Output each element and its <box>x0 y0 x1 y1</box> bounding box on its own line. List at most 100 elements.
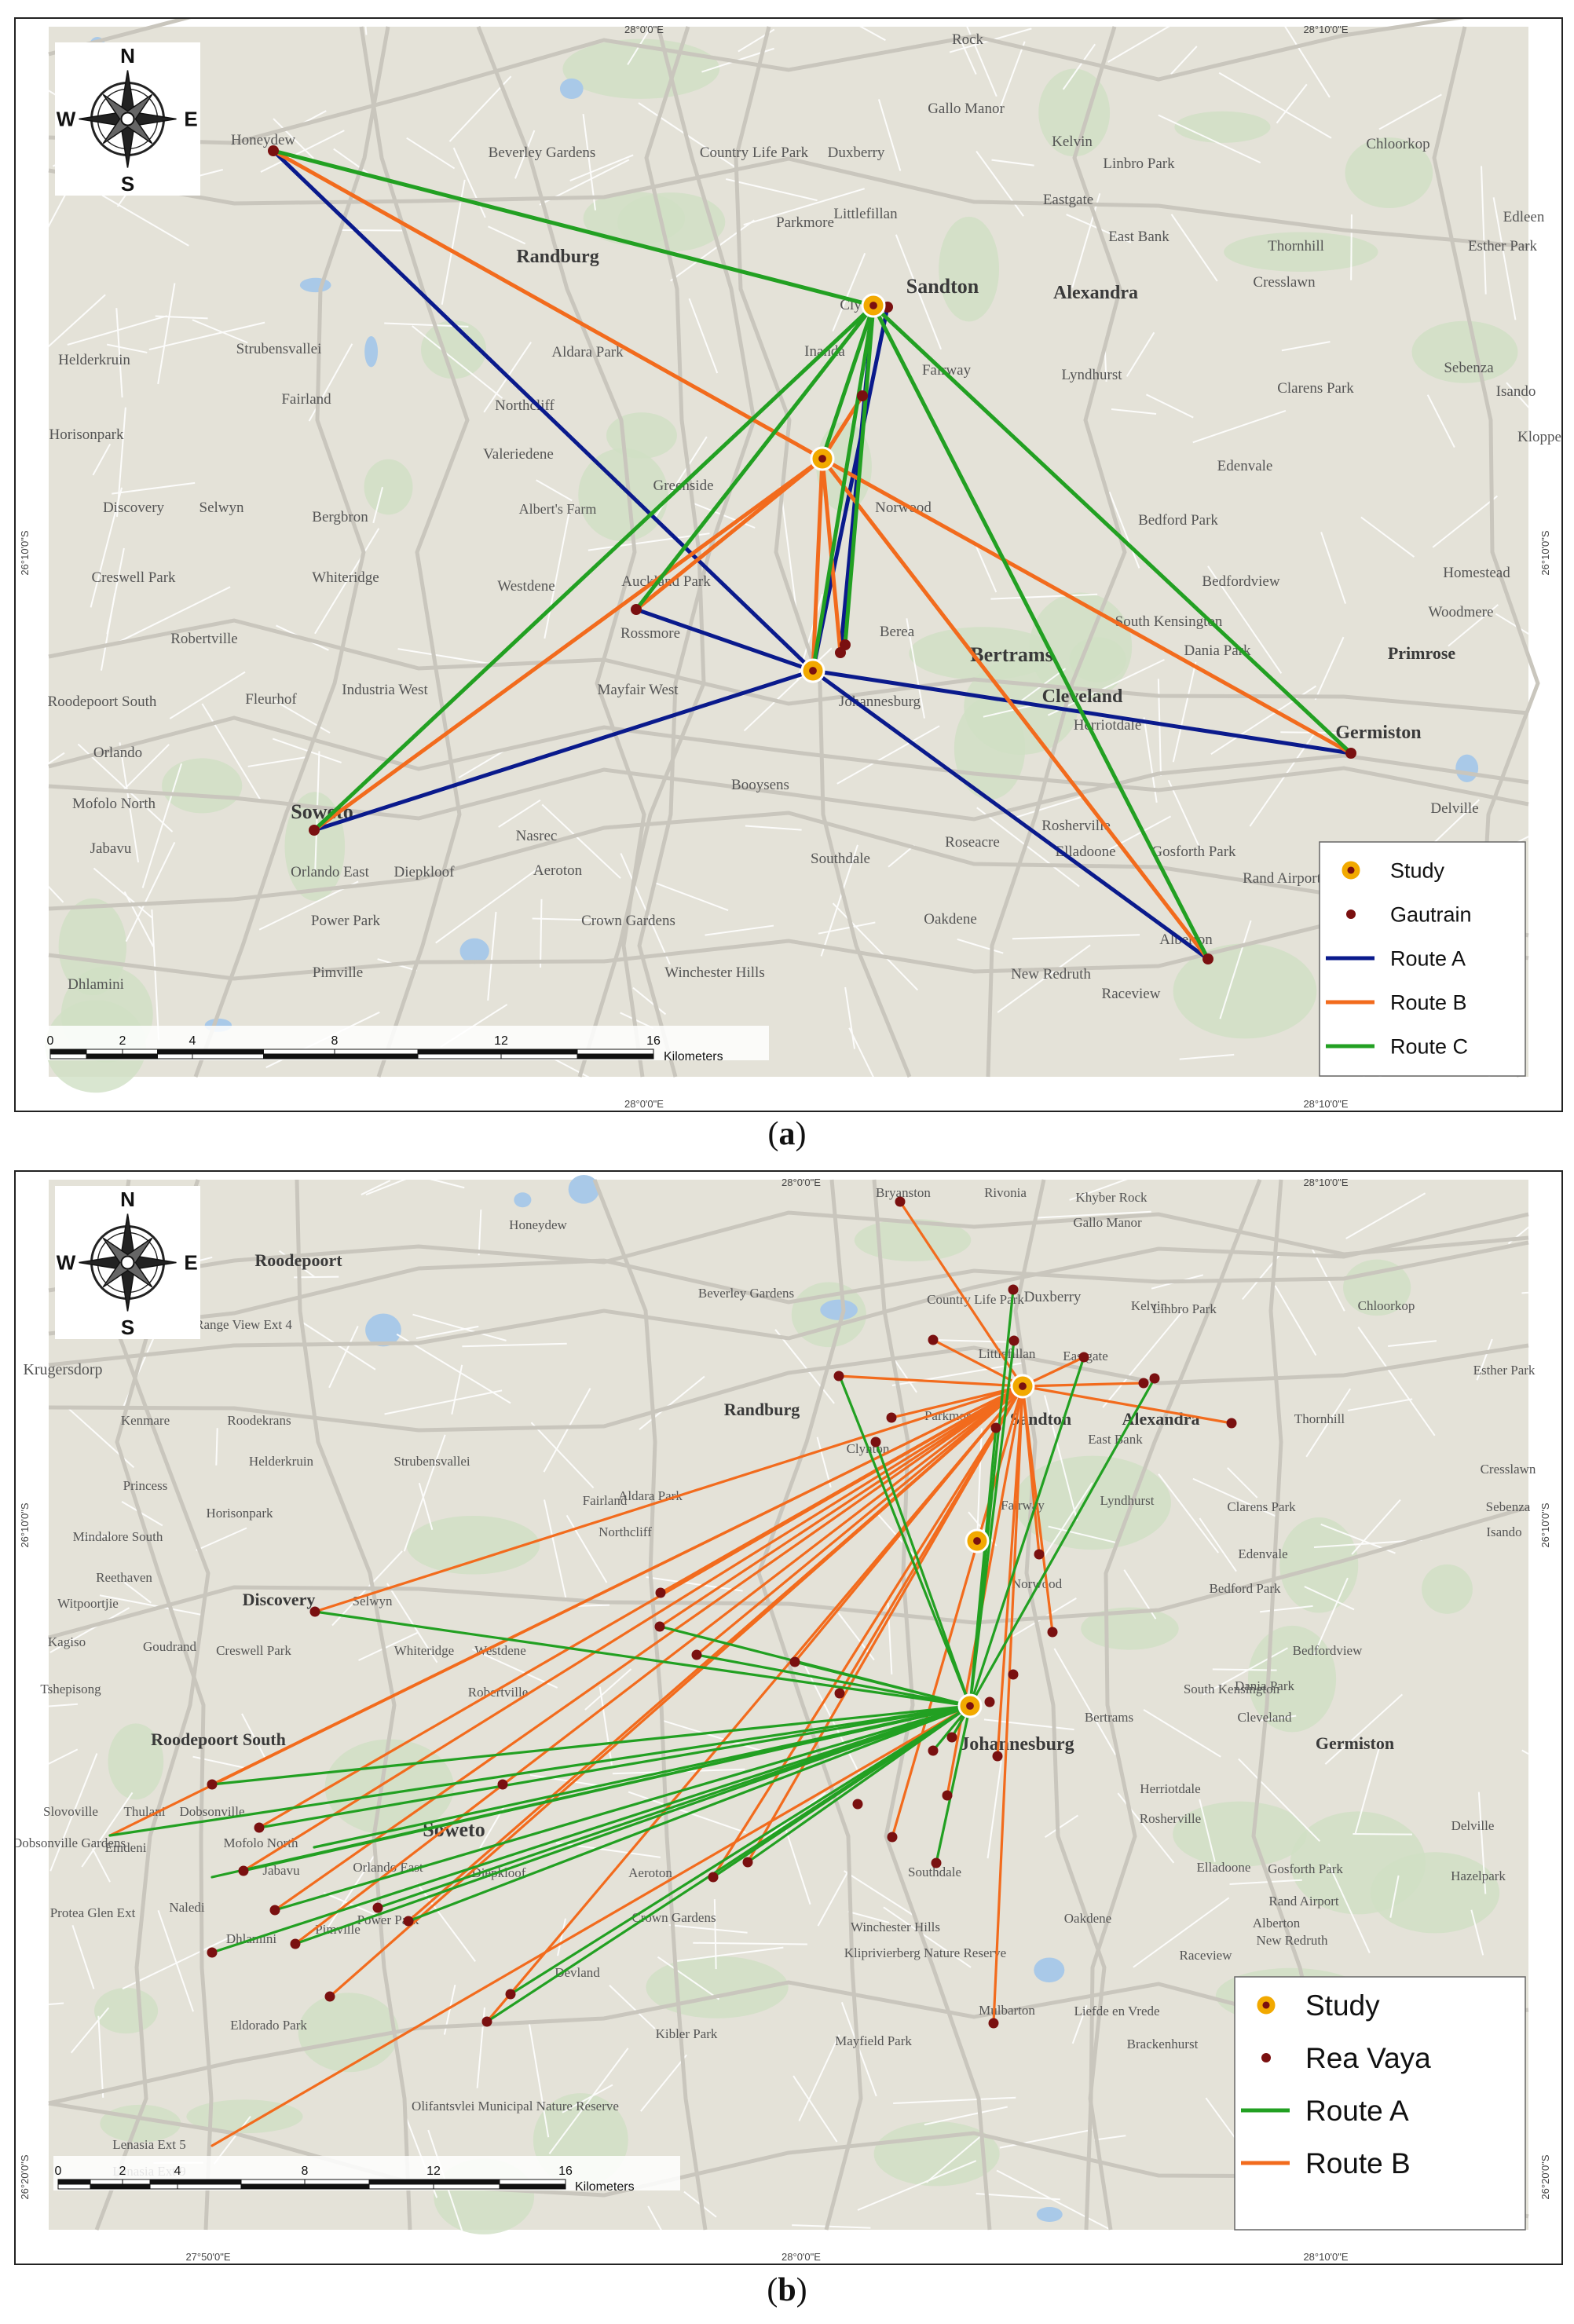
minor-road <box>1062 43 1096 90</box>
rea-vaya-station <box>931 1857 942 1868</box>
place-label: Kelvin <box>1131 1298 1168 1313</box>
gautrain-station <box>268 145 279 156</box>
place-label: Randburg <box>724 1400 800 1419</box>
place-label: Thornhill <box>1294 1411 1345 1426</box>
place-label: Kloppe <box>1517 429 1561 445</box>
scale-segment <box>577 1053 654 1060</box>
minor-road <box>1199 1799 1216 1862</box>
panel-b-coord-label-left_2: 26°20'0"S <box>19 2154 31 2199</box>
place-label: Cleveland <box>1238 1710 1292 1725</box>
place-label: Aeroton <box>628 1865 672 1880</box>
place-label: Rivonia <box>984 1185 1027 1200</box>
minor-road <box>49 1753 98 1872</box>
route-a-segment <box>968 1288 1015 1707</box>
route-segment <box>820 303 876 461</box>
study-marker-center <box>1019 1382 1027 1390</box>
minor-road <box>16 1703 78 1710</box>
minor-road <box>782 1822 811 1905</box>
legend-box <box>1234 1976 1526 2231</box>
rea-vaya-station <box>269 1905 280 1916</box>
place-label: Bedford Park <box>1209 1581 1281 1596</box>
major-road <box>48 753 1529 822</box>
green-area <box>854 1218 972 1261</box>
minor-road <box>536 479 573 502</box>
place-label: Honeydew <box>509 1217 567 1232</box>
scale-segment <box>149 2179 178 2185</box>
minor-road <box>328 1326 359 1389</box>
route-b-segment <box>890 1385 1024 1419</box>
scale-segment <box>149 2183 178 2190</box>
place-label: Fairland <box>583 1493 628 1508</box>
place-label: Herriotdale <box>1140 1781 1200 1796</box>
scale-tick-label: 4 <box>174 2165 181 2178</box>
minor-road <box>857 2160 977 2211</box>
route-segment <box>811 668 1210 961</box>
place-label: Albert's Farm <box>519 501 597 517</box>
place-label: Rock <box>952 31 984 48</box>
gautrain-station <box>309 825 320 836</box>
green-area <box>186 2099 303 2134</box>
minor-road <box>418 1482 434 1531</box>
compass-w: W <box>57 1251 76 1275</box>
minor-road <box>888 844 916 868</box>
minor-road <box>35 294 106 360</box>
route-b-segment <box>932 1338 1024 1388</box>
minor-road <box>498 799 541 828</box>
minor-road <box>569 154 634 181</box>
place-label: Edleen <box>1503 209 1545 225</box>
rea-vaya-station <box>886 1412 897 1423</box>
minor-road <box>1350 214 1353 280</box>
scale-segment <box>177 2179 242 2185</box>
route-b-segment <box>746 1385 1024 1864</box>
place-label: Raceview <box>1179 1948 1232 1963</box>
place-label: Mulbarton <box>979 2003 1035 2018</box>
minor-road <box>818 921 876 935</box>
scale-unit-label: Kilometers <box>664 1050 723 1063</box>
minor-road <box>487 911 497 1001</box>
panel-b-coord-label-top_2: 28°10'0"E <box>1303 1177 1348 1188</box>
minor-road <box>16 2002 64 2008</box>
place-label: Isando <box>1486 1524 1521 1539</box>
place-label: Clarens Park <box>1227 1499 1296 1514</box>
scale-unit-label: Kilometers <box>575 2180 635 2194</box>
place-label: Dobsonville Gardens <box>16 1835 126 1850</box>
minor-road <box>364 19 368 35</box>
rea-vaya-station <box>708 1872 719 1883</box>
green-area <box>1422 1564 1473 1614</box>
minor-road <box>657 1956 720 2000</box>
place-label: Roodepoort South <box>48 694 157 710</box>
minor-road <box>1192 1477 1277 1517</box>
minor-road <box>844 986 856 1049</box>
place-label: Reethaven <box>96 1570 152 1585</box>
scale-tick-label: 16 <box>558 2165 573 2178</box>
rea-vaya-station <box>254 1822 265 1833</box>
major-road <box>1013 1179 1113 2231</box>
minor-road <box>157 283 176 385</box>
route-a-segment <box>210 1704 972 1954</box>
route-b-group <box>108 1200 1233 2147</box>
place-label: Elladoone <box>1055 844 1115 860</box>
place-label: Emdeni <box>105 1840 147 1855</box>
rea-vaya-station <box>207 1779 218 1790</box>
place-label: Liefde en Vrede <box>1074 2004 1159 2018</box>
place-label: Clarens Park <box>1277 380 1354 397</box>
place-label: Range View Ext 4 <box>195 1317 292 1332</box>
place-label: Chloorkop <box>1366 136 1429 152</box>
minor-road <box>836 725 940 785</box>
place-label: Rosherville <box>1140 1811 1201 1826</box>
place-label: Kenmare <box>121 1413 170 1428</box>
study-marker <box>965 1528 990 1554</box>
route-segment <box>634 607 815 673</box>
rea-vaya-station <box>852 1799 863 1810</box>
minor-road <box>412 1313 507 1341</box>
place-label: Khyber Rock <box>1075 1190 1148 1205</box>
compass-n: N <box>120 1188 135 1211</box>
minor-road <box>1274 1285 1317 1356</box>
minor-road <box>70 2007 110 2054</box>
minor-road <box>957 938 1004 954</box>
place-label: Bedfordview <box>1293 1643 1363 1658</box>
place-label: Creswell Park <box>91 569 176 586</box>
minor-road <box>1327 1863 1371 1953</box>
scale-tick-label: 8 <box>331 1034 339 1048</box>
minor-road <box>640 2054 687 2112</box>
